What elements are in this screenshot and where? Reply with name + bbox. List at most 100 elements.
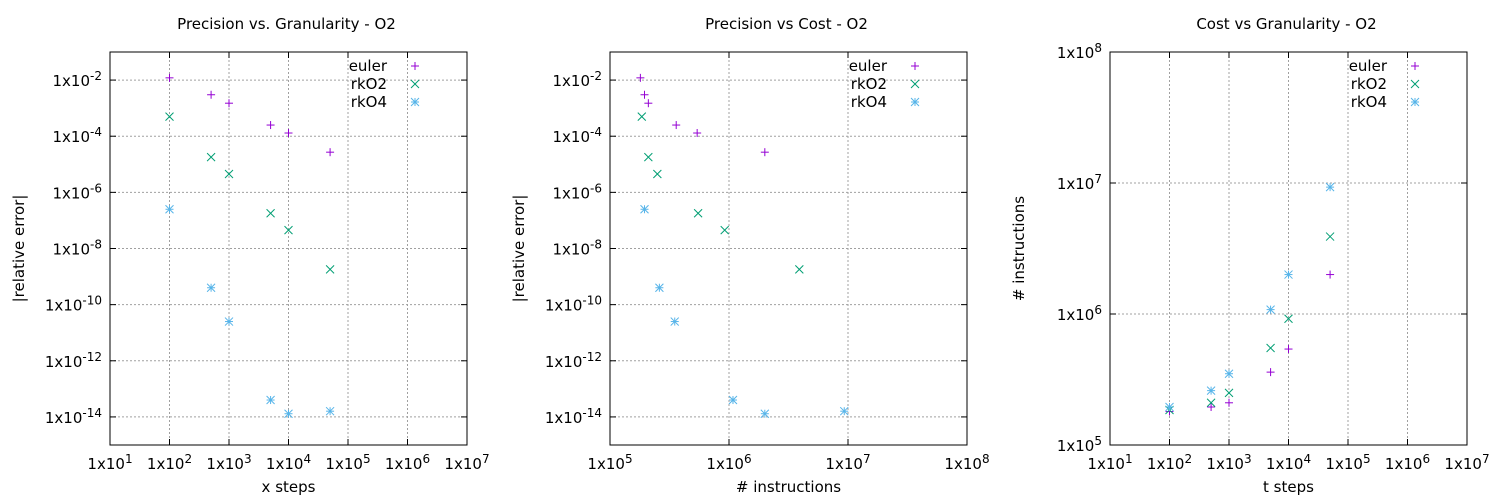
y-tick-label: 1x105: [1057, 434, 1102, 455]
data-point-rkO2: [653, 169, 662, 179]
x-tick-label: 1x106: [1385, 452, 1430, 473]
y-tick-label: 1x10-10: [45, 294, 102, 315]
x-axis-label: t steps: [1263, 478, 1314, 496]
legend-label-euler: euler: [849, 57, 888, 75]
legend-marker-rkO4: [410, 97, 420, 107]
x-tick-label: 1x102: [1147, 452, 1192, 473]
legend-label-rkO2: rkO2: [351, 75, 387, 93]
plot-frame: [109, 51, 468, 446]
data-point-rkO4: [325, 406, 335, 416]
legend-label-euler: euler: [1349, 57, 1388, 75]
y-tick-label: 1x106: [1057, 303, 1102, 324]
x-tick-label: 1x103: [1206, 452, 1251, 473]
y-tick-label: 1x10-8: [553, 238, 602, 259]
y-tick-label: 1x10-2: [553, 69, 602, 90]
data-point-rkO2: [284, 225, 293, 235]
data-point-rkO4: [1284, 270, 1293, 279]
data-point-euler: [760, 148, 769, 157]
x-axis-label: x steps: [262, 478, 316, 496]
x-tick-label: 1x108: [944, 452, 989, 473]
legend-marker-euler: [1411, 62, 1419, 70]
y-tick-label: 1x10-12: [45, 350, 102, 371]
x-tick-label: 1x105: [325, 452, 370, 473]
x-tick-label: 1x103: [206, 452, 251, 473]
y-tick-label: 1x108: [1057, 41, 1102, 62]
x-tick-label: 1x101: [87, 452, 132, 473]
x-tick-label: 1x105: [1325, 452, 1370, 473]
chart-panel-1: 1x101 1x102 1x103 1x104 1x105 1x106 1x107 1x10-…: [10, 15, 490, 496]
data-point-rkO2: [224, 169, 234, 179]
data-point-rkO2: [325, 265, 335, 274]
y-tick-label: 1x107: [1057, 172, 1102, 193]
chart-title: Precision vs Cost - O2: [705, 15, 868, 33]
data-point-rkO4: [670, 317, 680, 326]
data-point-euler: [326, 148, 335, 157]
data-point-euler: [165, 73, 174, 82]
chart-panel-3: 1x101 1x102 1x103 1x104 1x105 1x106 1x107 1x105…: [1010, 15, 1490, 496]
data-point-rkO4: [1266, 305, 1275, 314]
data-point-rkO4: [640, 204, 649, 214]
data-point-rkO2: [693, 208, 703, 218]
legend-marker-rkO4: [910, 97, 920, 107]
data-point-rkO2: [1224, 388, 1234, 398]
plot-frame: [1109, 51, 1468, 446]
data-point-rkO4: [1206, 386, 1216, 395]
data-point-euler: [636, 73, 645, 82]
x-tick-label: 1x107: [444, 452, 489, 473]
legend-marker-rkO2: [910, 79, 920, 89]
x-tick-label: 1x102: [147, 452, 192, 473]
data-point-rkO2: [720, 225, 730, 235]
data-point-rkO4: [266, 395, 275, 405]
data-point-rkO4: [206, 283, 216, 293]
y-tick-label: 1x10-4: [553, 125, 602, 146]
data-point-rkO4: [839, 406, 849, 416]
legend-label-rkO4: rkO4: [351, 93, 387, 111]
y-axis-label: |relative error|: [510, 195, 528, 303]
data-point-rkO2: [637, 112, 647, 121]
legend-label-rkO2: rkO2: [1351, 75, 1387, 93]
data-point-euler: [693, 129, 702, 138]
x-tick-label: 1x107: [1444, 452, 1489, 473]
data-point-rkO4: [728, 395, 738, 405]
y-tick-label: 1x10-2: [53, 69, 102, 90]
y-axis-label: |relative error|: [10, 195, 28, 303]
data-point-rkO2: [1266, 343, 1275, 353]
plot-frame: [609, 51, 968, 446]
data-point-rkO2: [165, 112, 174, 121]
x-tick-label: 1x105: [587, 452, 632, 473]
legend-marker-rkO4: [1410, 97, 1420, 107]
data-point-rkO2: [206, 152, 216, 162]
data-point-rkO2: [1284, 314, 1293, 324]
data-point-rkO2: [794, 265, 804, 274]
data-point-euler: [1284, 345, 1293, 354]
data-point-euler: [284, 129, 293, 138]
y-axis-label: # instructions: [1010, 196, 1028, 301]
data-point-euler: [1207, 403, 1216, 412]
legend-marker-euler: [911, 62, 919, 70]
data-point-rkO4: [165, 204, 174, 214]
data-point-euler: [644, 99, 653, 108]
legend-marker-rkO2: [1410, 79, 1420, 89]
data-point-rkO4: [284, 409, 293, 419]
data-point-euler: [672, 121, 681, 130]
legend-label-rkO2: rkO2: [851, 75, 887, 93]
data-point-euler: [225, 99, 233, 108]
y-tick-label: 1x10-12: [545, 350, 602, 371]
y-tick-label: 1x10-14: [45, 406, 102, 427]
chart-title: Precision vs. Granularity - O2: [177, 15, 396, 33]
data-point-euler: [207, 90, 216, 99]
x-axis-label: # instructions: [736, 478, 841, 496]
data-point-rkO2: [1206, 398, 1216, 408]
x-tick-label: 1x104: [266, 452, 311, 473]
data-point-rkO4: [655, 283, 664, 293]
legend-label-euler: euler: [349, 57, 388, 75]
y-tick-label: 1x10-8: [53, 238, 102, 259]
data-point-rkO4: [1224, 369, 1234, 379]
chart-title: Cost vs Granularity - O2: [1196, 15, 1376, 33]
y-tick-label: 1x10-6: [553, 181, 602, 202]
y-tick-label: 1x10-4: [53, 125, 102, 146]
legend-label-rkO4: rkO4: [851, 93, 887, 111]
y-tick-label: 1x10-14: [545, 406, 602, 427]
data-point-euler: [640, 90, 649, 99]
